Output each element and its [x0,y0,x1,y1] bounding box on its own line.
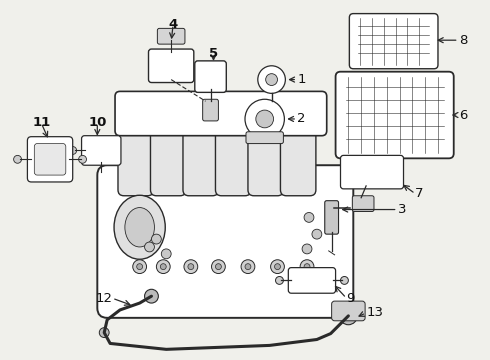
Text: 10: 10 [88,116,106,129]
Circle shape [137,264,143,270]
Circle shape [270,260,284,274]
Circle shape [302,244,312,254]
Circle shape [14,156,22,163]
FancyBboxPatch shape [27,137,73,182]
FancyBboxPatch shape [195,61,226,93]
Ellipse shape [125,208,154,247]
FancyBboxPatch shape [325,201,339,234]
FancyBboxPatch shape [341,156,404,189]
FancyBboxPatch shape [183,95,219,196]
Text: 1: 1 [297,73,306,86]
FancyBboxPatch shape [280,95,316,196]
Circle shape [78,156,86,163]
Text: 8: 8 [459,34,467,47]
Circle shape [156,260,170,274]
Circle shape [160,264,166,270]
Circle shape [258,66,285,93]
Circle shape [212,260,225,274]
Text: 13: 13 [366,306,383,319]
Circle shape [275,276,283,284]
FancyBboxPatch shape [150,95,186,196]
Circle shape [151,234,161,244]
Circle shape [145,242,154,252]
FancyBboxPatch shape [98,165,353,318]
FancyBboxPatch shape [148,49,194,82]
Text: 4: 4 [169,18,178,31]
Circle shape [188,264,194,270]
Circle shape [245,264,251,270]
Text: 9: 9 [346,292,355,305]
FancyBboxPatch shape [288,267,336,293]
FancyBboxPatch shape [248,95,283,196]
Text: 11: 11 [32,116,50,129]
FancyBboxPatch shape [349,14,438,69]
FancyBboxPatch shape [115,91,327,136]
FancyBboxPatch shape [336,72,454,158]
Text: 5: 5 [209,48,218,60]
Text: 3: 3 [397,203,406,216]
Circle shape [133,260,147,274]
Circle shape [341,276,348,284]
Text: 7: 7 [416,187,424,200]
Circle shape [312,229,322,239]
FancyBboxPatch shape [203,99,219,121]
FancyBboxPatch shape [81,136,121,165]
Circle shape [184,260,198,274]
FancyBboxPatch shape [352,196,374,212]
Circle shape [241,260,255,274]
Circle shape [304,264,310,270]
Circle shape [266,74,277,85]
Circle shape [245,99,284,139]
Circle shape [69,147,76,154]
Text: 6: 6 [459,108,467,122]
Ellipse shape [114,195,165,259]
Circle shape [216,264,221,270]
Text: 2: 2 [297,112,306,125]
Circle shape [256,110,273,128]
Text: 12: 12 [95,292,112,305]
FancyBboxPatch shape [332,301,365,321]
FancyBboxPatch shape [118,95,153,196]
Circle shape [99,328,109,338]
Circle shape [340,307,357,325]
FancyBboxPatch shape [34,144,66,175]
Circle shape [304,212,314,222]
FancyBboxPatch shape [216,95,251,196]
FancyBboxPatch shape [157,28,185,44]
Circle shape [161,249,171,259]
Circle shape [274,264,280,270]
Circle shape [145,289,158,303]
FancyBboxPatch shape [246,132,283,144]
Circle shape [300,260,314,274]
